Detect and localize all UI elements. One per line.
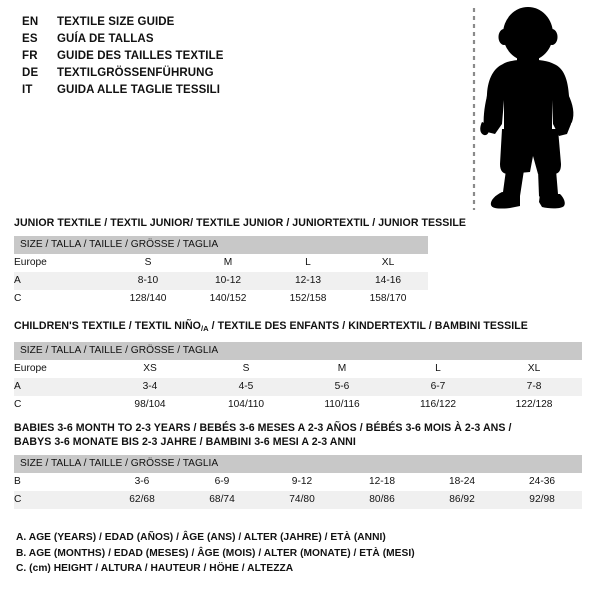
language-row-en: EN TEXTILE SIZE GUIDE [22,14,422,31]
legend-block: A. AGE (YEARS) / EDAD (AÑOS) / ÂGE (ANS)… [16,530,415,577]
legend-line-a: A. AGE (YEARS) / EDAD (AÑOS) / ÂGE (ANS)… [16,532,386,543]
row-label-a: A [14,378,102,396]
table-babies-band-label: SIZE / TALLA / TAILLE / GRÖSSE / TAGLIA [14,455,583,473]
language-header-block: EN TEXTILE SIZE GUIDE ES GUÍA DE TALLAS … [22,14,422,99]
language-code-it: IT [22,84,33,96]
section-title-children-rest: / TEXTILE DES ENFANTS / KINDERTEXTIL / B… [208,320,528,332]
cell-months: 9-12 [262,473,342,491]
table-row: C 98/104 104/110 110/116 116/122 122/128 [14,396,583,414]
row-label-europe: Europe [14,360,102,378]
cell-height: 152/158 [268,290,348,308]
cell-size: XS [102,360,198,378]
section-babies: BABIES 3-6 MONTH TO 2-3 YEARS / BEBÉS 3-… [14,421,583,509]
cell-size: XL [486,360,583,378]
cell-height: 80/86 [342,491,422,509]
cell-height: 104/110 [198,396,294,414]
cell-height: 122/128 [486,396,583,414]
section-title-children-sub: /A [200,324,209,333]
cell-height: 158/170 [348,290,429,308]
section-title-babies-line1: BABIES 3-6 MONTH TO 2-3 YEARS / BEBÉS 3-… [14,422,512,434]
row-label-a: A [14,272,108,290]
cell-age: 10-12 [188,272,268,290]
table-children-band-label: SIZE / TALLA / TAILLE / GRÖSSE / TAGLIA [14,342,583,360]
row-label-c: C [14,290,108,308]
table-babies-band-row: SIZE / TALLA / TAILLE / GRÖSSE / TAGLIA [14,455,583,473]
cell-size: L [390,360,486,378]
language-row-fr: FR GUIDE DES TAILLES TEXTILE [22,48,422,65]
table-children: SIZE / TALLA / TAILLE / GRÖSSE / TAGLIA … [14,342,583,414]
cell-age: 6-7 [390,378,486,396]
cell-size: S [108,254,188,272]
row-label-c: C [14,491,102,509]
table-row: Europe S M L XL [14,254,429,272]
guide-title-es: GUÍA DE TALLAS [57,33,154,45]
table-babies: SIZE / TALLA / TAILLE / GRÖSSE / TAGLIA … [14,455,583,509]
language-code-fr: FR [22,50,38,62]
section-junior: JUNIOR TEXTILE / TEXTIL JUNIOR/ TEXTILE … [14,216,466,308]
row-label-europe: Europe [14,254,108,272]
section-title-babies-line2: BABYS 3-6 MONATE BIS 2-3 JAHRE / BAMBINI… [14,436,356,448]
cell-height: 74/80 [262,491,342,509]
table-row: A 3-4 4-5 5-6 6-7 7-8 [14,378,583,396]
table-junior-band-label: SIZE / TALLA / TAILLE / GRÖSSE / TAGLIA [14,236,429,254]
section-title-children-main: CHILDREN'S TEXTILE / TEXTIL NIÑO [14,320,201,332]
cell-age: 8-10 [108,272,188,290]
table-junior-band-row: SIZE / TALLA / TAILLE / GRÖSSE / TAGLIA [14,236,429,254]
cell-months: 18-24 [422,473,502,491]
cell-age: 12-13 [268,272,348,290]
table-row: B 3-6 6-9 9-12 12-18 18-24 24-36 [14,473,583,491]
cell-size: XL [348,254,429,272]
table-row: C 128/140 140/152 152/158 158/170 [14,290,429,308]
cell-months: 3-6 [102,473,182,491]
table-row: A 8-10 10-12 12-13 14-16 [14,272,429,290]
cell-age: 4-5 [198,378,294,396]
legend-line-c: C. (cm) HEIGHT / ALTURA / HAUTEUR / HÖHE… [16,563,294,574]
cell-months: 6-9 [182,473,262,491]
language-code-en: EN [22,16,39,28]
row-label-c: C [14,396,102,414]
cell-height: 86/92 [422,491,502,509]
toddler-body-shape [480,7,574,209]
table-row: Europe XS S M L XL [14,360,583,378]
cell-height: 140/152 [188,290,268,308]
guide-title-de: TEXTILGRÖSSENFÜHRUNG [57,67,214,79]
cell-age: 5-6 [294,378,390,396]
cell-months: 24-36 [502,473,583,491]
cell-height: 98/104 [102,396,198,414]
language-code-es: ES [22,33,38,45]
language-row-de: DE TEXTILGRÖSSENFÜHRUNG [22,65,422,82]
section-title-junior: JUNIOR TEXTILE / TEXTIL JUNIOR/ TEXTILE … [14,217,467,229]
cell-height: 116/122 [390,396,486,414]
guide-title-en: TEXTILE SIZE GUIDE [57,16,175,28]
cell-age: 3-4 [102,378,198,396]
cell-height: 92/98 [502,491,583,509]
row-label-b: B [14,473,102,491]
cell-height: 68/74 [182,491,262,509]
language-code-de: DE [22,67,39,79]
cell-size: L [268,254,348,272]
section-title-children: CHILDREN'S TEXTILE / TEXTIL NIÑO/A / TEX… [14,319,582,336]
guide-title-fr: GUIDE DES TAILLES TEXTILE [57,50,224,62]
cell-size: M [188,254,268,272]
toddler-silhouette-figure: C [440,4,598,210]
cell-size: M [294,360,390,378]
cell-height: 62/68 [102,491,182,509]
section-children: CHILDREN'S TEXTILE / TEXTIL NIÑO/A / TEX… [14,319,583,414]
cell-height: 110/116 [294,396,390,414]
guide-title-it: GUIDA ALLE TAGLIE TESSILI [57,84,221,96]
cell-age: 7-8 [486,378,583,396]
legend-line-b: B. AGE (MONTHS) / EDAD (MESES) / ÂGE (MO… [16,547,415,559]
table-children-band-row: SIZE / TALLA / TAILLE / GRÖSSE / TAGLIA [14,342,583,360]
cell-size: S [198,360,294,378]
language-row-es: ES GUÍA DE TALLAS [22,31,422,48]
cell-age: 14-16 [348,272,429,290]
table-row: C 62/68 68/74 74/80 80/86 86/92 92/98 [14,491,583,509]
language-row-it: IT GUIDA ALLE TAGLIE TESSILI [22,82,422,99]
table-junior: SIZE / TALLA / TAILLE / GRÖSSE / TAGLIA … [14,236,429,308]
cell-height: 128/140 [108,290,188,308]
cell-months: 12-18 [342,473,422,491]
